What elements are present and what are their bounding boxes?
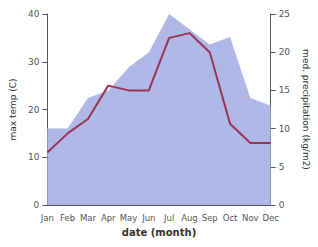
svg-text:5: 5 [279,162,285,172]
svg-text:0: 0 [34,200,40,210]
svg-text:30: 30 [28,57,40,67]
svg-text:Dec: Dec [262,213,279,223]
svg-text:25: 25 [279,9,290,19]
svg-text:Jul: Jul [163,213,174,223]
svg-text:0: 0 [279,200,285,210]
svg-text:Aug: Aug [181,213,198,223]
svg-text:15: 15 [279,85,290,95]
svg-text:Nov: Nov [242,213,259,223]
svg-text:Sep: Sep [202,213,218,223]
svg-text:Jun: Jun [141,213,155,223]
svg-text:40: 40 [28,9,40,19]
svg-text:med. precipitation (kg/m2): med. precipitation (kg/m2) [301,49,311,170]
svg-text:10: 10 [28,152,40,162]
svg-text:max temp (C): max temp (C) [8,78,18,140]
svg-text:Jan: Jan [40,213,54,223]
svg-text:May: May [120,213,138,223]
svg-text:Mar: Mar [80,213,97,223]
svg-text:20: 20 [28,105,40,115]
svg-text:Oct: Oct [223,213,238,223]
svg-text:20: 20 [279,47,291,57]
svg-text:date (month): date (month) [122,227,196,238]
svg-text:Feb: Feb [60,213,75,223]
svg-text:Apr: Apr [101,213,116,223]
svg-text:10: 10 [279,124,291,134]
